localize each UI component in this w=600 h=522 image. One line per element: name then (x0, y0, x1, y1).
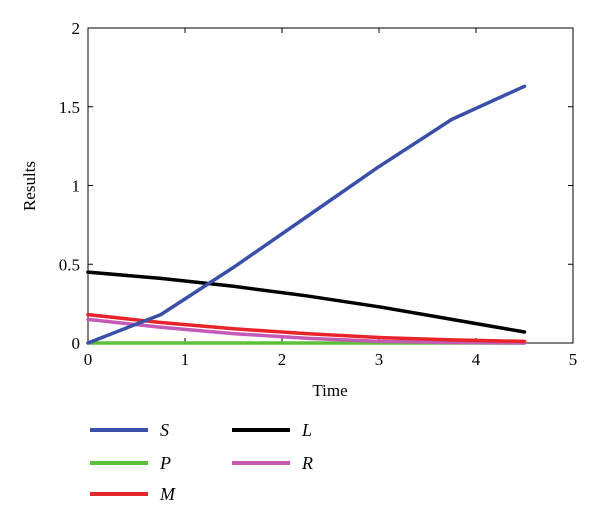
series-line-s (86, 84, 527, 345)
legend: SPM LR (90, 420, 313, 504)
x-tick-label: 3 (375, 350, 384, 369)
y-tick-label: 0 (72, 334, 81, 353)
tick-labels: 0 1 2 3 4 5 0 0.5 1 1.5 2 (59, 19, 578, 369)
plot-area-frame (87, 27, 574, 344)
y-tick-label: 2 (72, 19, 81, 38)
legend-label-s: S (160, 420, 169, 440)
y-tick-label: 1.5 (59, 98, 80, 117)
legend-label-r: R (301, 453, 313, 473)
series-line-r (86, 317, 527, 345)
y-tick-label: 1 (72, 177, 81, 196)
series-line-l (86, 270, 527, 334)
legend-label-m: M (159, 484, 176, 504)
legend-label-p: P (159, 453, 171, 473)
x-tick-label: 2 (278, 350, 287, 369)
x-tick-label: 0 (84, 350, 93, 369)
series-layer (86, 84, 527, 345)
series-line-m (86, 312, 527, 344)
x-tick-label: 1 (181, 350, 190, 369)
y-tick-label: 0.5 (59, 255, 80, 274)
x-axis-title: Time (312, 381, 347, 400)
x-tick-label: 4 (472, 350, 481, 369)
y-axis-title: Results (20, 161, 39, 211)
legend-label-l: L (301, 420, 312, 440)
x-tick-label: 5 (569, 350, 578, 369)
